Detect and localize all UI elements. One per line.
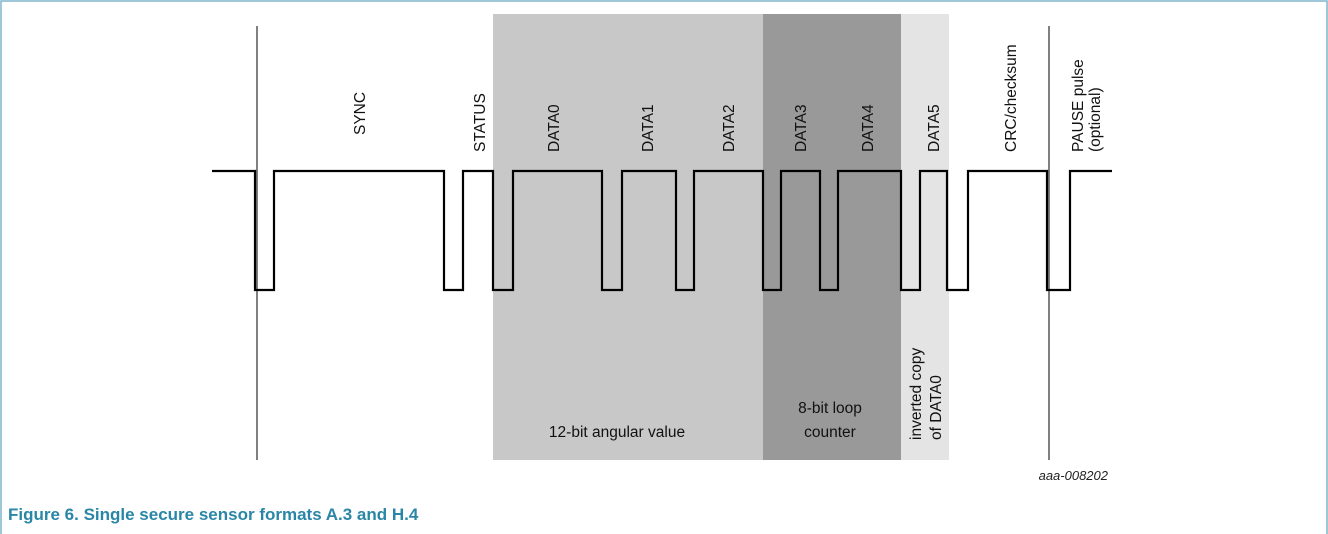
region-label-inverted-line1: inverted copy	[908, 348, 925, 440]
field-label-crc: CRC/checksum	[1003, 44, 1020, 152]
field-label-sync: SYNC	[352, 92, 369, 135]
figure-caption: Figure 6. Single secure sensor formats A…	[8, 505, 419, 524]
figure-id-label: aaa-008202	[1039, 468, 1109, 483]
field-label-pause-line1: PAUSE pulse	[1070, 59, 1087, 152]
region-angular-value	[493, 14, 763, 460]
region-inverted-copy	[901, 14, 949, 460]
field-label-data5: DATA5	[926, 104, 943, 152]
field-label-data2: DATA2	[721, 104, 738, 152]
field-label-data0: DATA0	[546, 104, 563, 152]
region-label-angular: 12-bit angular value	[549, 424, 685, 441]
region-label-inverted-line2: of DATA0	[928, 375, 945, 440]
field-label-status: STATUS	[472, 93, 489, 152]
region-label-counter-line2: counter	[804, 424, 856, 441]
field-label-data4: DATA4	[860, 104, 877, 152]
signal-waveform	[212, 169, 1112, 292]
region-loop-counter	[763, 14, 901, 460]
region-label-counter-line1: 8-bit loop	[798, 400, 862, 417]
field-label-pause-line2: (optional)	[1087, 87, 1104, 152]
field-label-data1: DATA1	[640, 104, 657, 152]
field-label-data3: DATA3	[793, 104, 810, 152]
